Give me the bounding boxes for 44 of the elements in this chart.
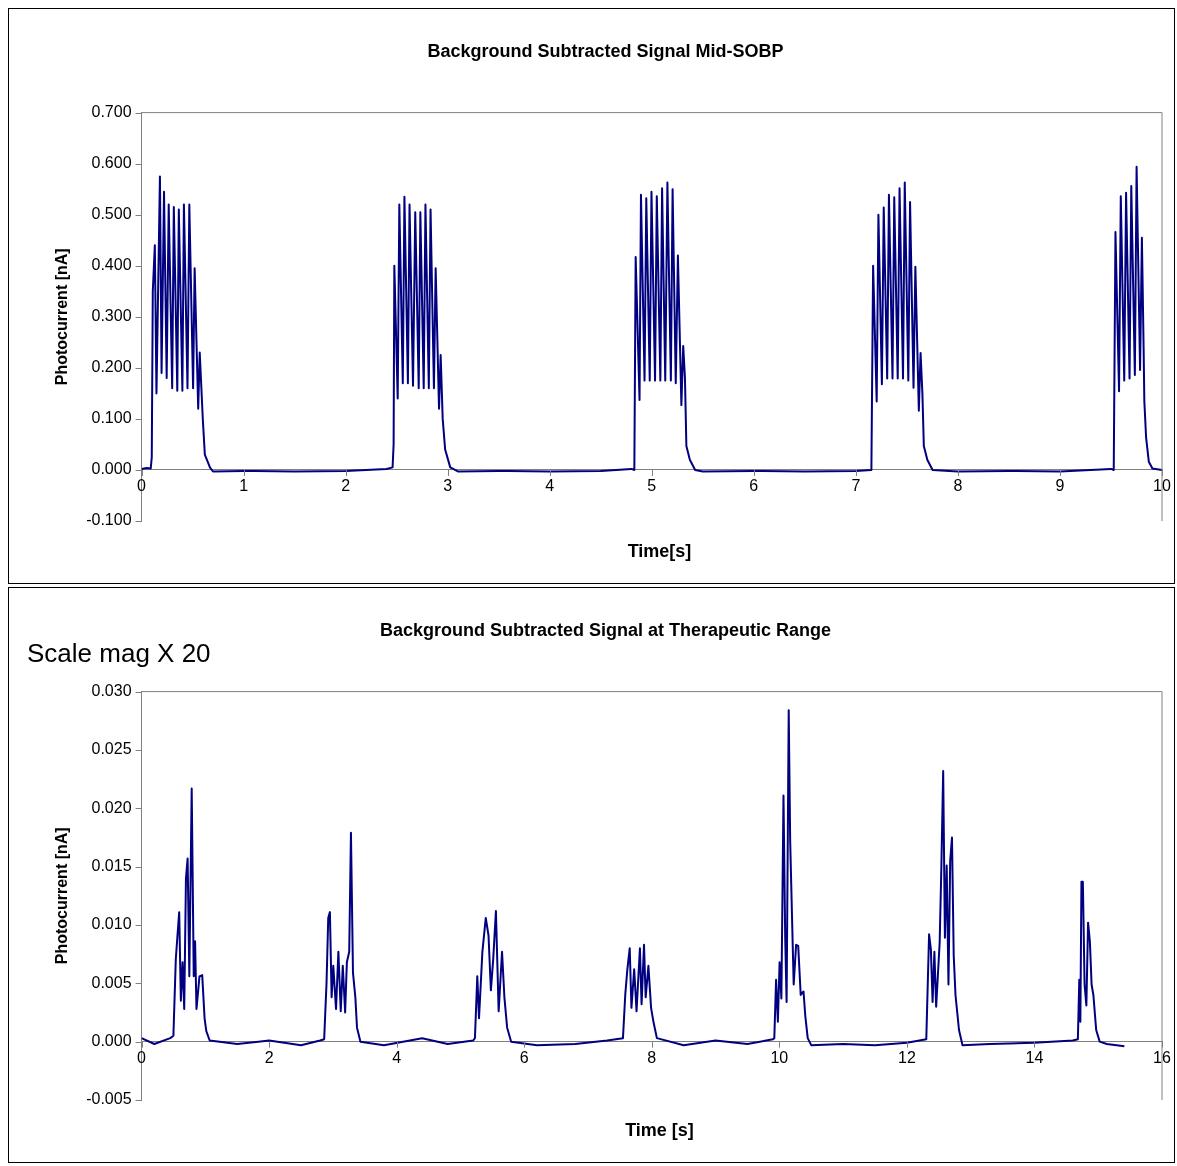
x-tick-label: 16 (1153, 1049, 1171, 1067)
y-tick-label: 0.200 (91, 358, 132, 376)
x-tick-label: 14 (1025, 1049, 1044, 1067)
y-tick-label: 0.700 (91, 103, 132, 121)
y-tick-label: 0.020 (91, 798, 132, 816)
x-tick-label: 3 (443, 477, 453, 495)
y-tick-label: 0.000 (91, 1032, 132, 1050)
y-tick-label: 0.400 (91, 256, 132, 274)
x-axis-title: Time [s] (624, 1120, 695, 1141)
chart-title: Background Subtracted Signal at Therapeutic Range (379, 619, 832, 640)
x-tick-label: 9 (1055, 477, 1065, 495)
x-axis-title: Time[s] (626, 541, 693, 562)
x-tick-label: 10 (770, 1049, 789, 1067)
x-tick-label: 0 (137, 477, 147, 495)
x-tick-label: 5 (647, 477, 657, 495)
y-tick-label: 0.005 (91, 973, 132, 991)
x-tick-label: 6 (749, 477, 759, 495)
x-tick-label: 0 (137, 1049, 147, 1067)
y-tick-label: 0.100 (91, 409, 132, 427)
x-tick-label: 1 (239, 477, 249, 495)
x-tick-label: 10 (1153, 477, 1171, 495)
y-tick-label: 0.010 (91, 915, 132, 933)
x-tick-label: 2 (264, 1049, 274, 1067)
text: Scale mag X 20 (27, 638, 211, 669)
x-tick-label: 6 (519, 1049, 529, 1067)
y-tick-label: 0.025 (91, 740, 132, 758)
y-tick-label: 0.600 (91, 154, 132, 172)
y-tick-label: 0.000 (91, 460, 132, 478)
x-tick-label: 12 (897, 1049, 916, 1067)
y-tick-label: 0.015 (91, 857, 132, 875)
y-tick-label: -0.100 (86, 511, 132, 529)
x-tick-label: 8 (953, 477, 963, 495)
y-tick-label: 0.300 (91, 307, 132, 325)
x-tick-label: 7 (851, 477, 861, 495)
x-tick-label: 2 (341, 477, 351, 495)
x-tick-label: 8 (647, 1049, 657, 1067)
y-tick-label: 0.500 (91, 205, 132, 223)
y-axis-title: Photocurrent [nA] (53, 827, 71, 965)
x-tick-label: 4 (392, 1049, 402, 1067)
y-tick-label: 0.030 (91, 682, 132, 700)
y-axis-title: Photocurrent [nA] (53, 248, 71, 386)
chart-title: Background Subtracted Signal Mid-SOBP (427, 40, 784, 61)
y-tick-label: -0.005 (86, 1090, 132, 1108)
x-tick-label: 4 (545, 477, 555, 495)
